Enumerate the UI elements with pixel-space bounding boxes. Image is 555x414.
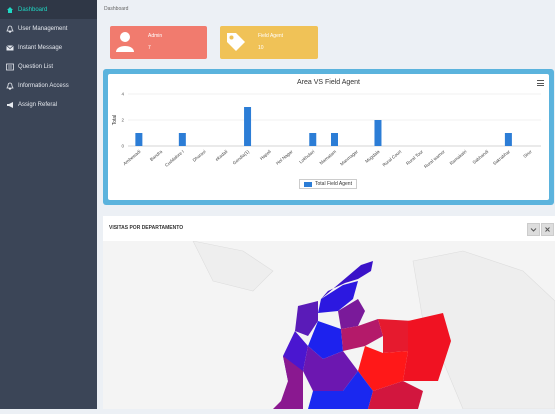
sidebar-item-label: User Management xyxy=(18,25,68,32)
chart-container: Area VS Field Agent Total 4 2 0 Ambewadi Band… xyxy=(108,74,549,200)
sidebar-item-question-list[interactable]: Question List xyxy=(0,57,97,76)
field-agent-card-label: Field Agent xyxy=(258,33,284,39)
sidebar-item-label: Assign Referal xyxy=(18,101,58,108)
x-tick-label: ekadali xyxy=(214,149,228,162)
department-map xyxy=(103,240,555,410)
bar[interactable] xyxy=(374,120,382,146)
user-icon xyxy=(115,31,135,58)
bell-icon xyxy=(5,24,14,33)
chart-title: Area VS Field Agent xyxy=(296,79,361,86)
map-region-east-1[interactable] xyxy=(341,319,383,351)
sidebar-item-label: Question List xyxy=(18,63,54,70)
admin-card-value: 7 xyxy=(148,45,151,51)
x-tick-label: Ambewadi xyxy=(122,149,141,166)
sidebar-item-instant-message[interactable]: Instant Message xyxy=(0,38,97,57)
chart-menu-icon[interactable] xyxy=(537,80,544,88)
x-tick-label: Manmagar xyxy=(339,149,359,167)
y-tick-label: 0 xyxy=(121,144,124,149)
sidebar-item-label: Information Access xyxy=(18,82,69,89)
sidebar-item-information-access[interactable]: Information Access xyxy=(0,76,97,95)
map-region-west-1[interactable] xyxy=(295,301,318,336)
x-tick-label: Rural Court xyxy=(382,148,403,167)
bar[interactable] xyxy=(504,133,512,146)
x-tick-label: Mamatam xyxy=(319,149,338,166)
x-tick-label: Gondia(1) xyxy=(232,149,251,166)
x-tick-label: Rural wamor xyxy=(423,149,446,170)
breadcrumb: Dashboard xyxy=(104,6,129,12)
x-tick-label: Sabhandi xyxy=(472,149,490,165)
map-region-northwest[interactable] xyxy=(318,281,358,313)
x-tick-label: Rural Tour xyxy=(405,149,424,166)
y-tick-label: 4 xyxy=(121,92,124,97)
main-content: Dashboard Admin 7 Field Agent 10 Area VS… xyxy=(97,0,555,410)
close-button[interactable] xyxy=(541,223,554,236)
x-tick-label: Sirur xyxy=(522,149,533,159)
list-icon xyxy=(5,62,14,71)
bar[interactable] xyxy=(135,133,143,146)
x-tick-label: Cuddalore I xyxy=(164,149,185,168)
legend-label: Total Field Agent xyxy=(315,181,352,187)
bar[interactable] xyxy=(331,133,338,146)
map-region-far-east[interactable] xyxy=(403,313,451,381)
chart-legend[interactable]: Total Field Agent xyxy=(299,179,357,189)
x-tick-label: Mugdala xyxy=(364,149,381,164)
tag-icon xyxy=(225,31,247,58)
collapse-button[interactable] xyxy=(527,223,540,236)
sidebar: Dashboard User Management Instant Messag… xyxy=(0,0,97,409)
y-tick-label: 2 xyxy=(121,118,124,123)
map-panel-title: VISITAS POR DEPARTAMENTO xyxy=(109,225,184,231)
chart-panel: Area VS Field Agent Total 4 2 0 Ambewadi Band… xyxy=(103,69,554,205)
bar[interactable] xyxy=(309,133,317,146)
sidebar-item-user-management[interactable]: User Management xyxy=(0,19,97,38)
envelope-icon xyxy=(5,43,14,52)
bar[interactable] xyxy=(244,107,252,146)
map-region-south-central[interactable] xyxy=(303,346,358,391)
sidebar-item-label: Instant Message xyxy=(18,44,63,51)
map-region-central[interactable] xyxy=(308,321,343,359)
map-region-central-north[interactable] xyxy=(338,299,365,329)
map-panel: VISITAS POR DEPARTAMENTO xyxy=(103,216,555,410)
x-tick-label: Dharavi xyxy=(192,149,207,163)
sidebar-item-assign-referal[interactable]: Assign Referal xyxy=(0,95,97,114)
close-icon xyxy=(545,227,550,232)
map-region-north[interactable] xyxy=(321,261,373,299)
admin-card-label: Admin xyxy=(148,33,163,39)
sidebar-item-label: Dashboard xyxy=(18,6,48,13)
map-region-east-2[interactable] xyxy=(378,319,413,353)
megaphone-icon xyxy=(5,100,14,109)
map-region-south-east[interactable] xyxy=(368,381,423,409)
field-agent-card[interactable]: Field Agent 10 xyxy=(220,26,318,59)
y-axis-label: Total xyxy=(112,115,118,126)
bar[interactable] xyxy=(178,133,186,146)
x-tick-label: Sakrabhar xyxy=(492,149,512,166)
home-icon xyxy=(5,5,14,14)
map-region-east-3[interactable] xyxy=(358,346,408,391)
x-tick-label: Ramakatri xyxy=(449,149,468,166)
x-tick-label: Hapoli xyxy=(259,149,272,161)
map-region-south[interactable] xyxy=(308,371,373,409)
admin-card[interactable]: Admin 7 xyxy=(110,26,207,59)
map-region-coast[interactable] xyxy=(273,356,303,409)
sidebar-item-dashboard[interactable]: Dashboard xyxy=(0,0,97,19)
bell-icon xyxy=(5,81,14,90)
x-tick-label: Lokhulari xyxy=(298,149,315,165)
x-tick-label: Hol Nagar xyxy=(275,149,294,166)
map-area[interactable] xyxy=(103,240,555,410)
chevron-down-icon xyxy=(530,228,537,232)
x-tick-label: Bandra xyxy=(149,149,164,162)
field-agent-card-value: 10 xyxy=(258,45,264,51)
legend-swatch xyxy=(304,181,312,187)
